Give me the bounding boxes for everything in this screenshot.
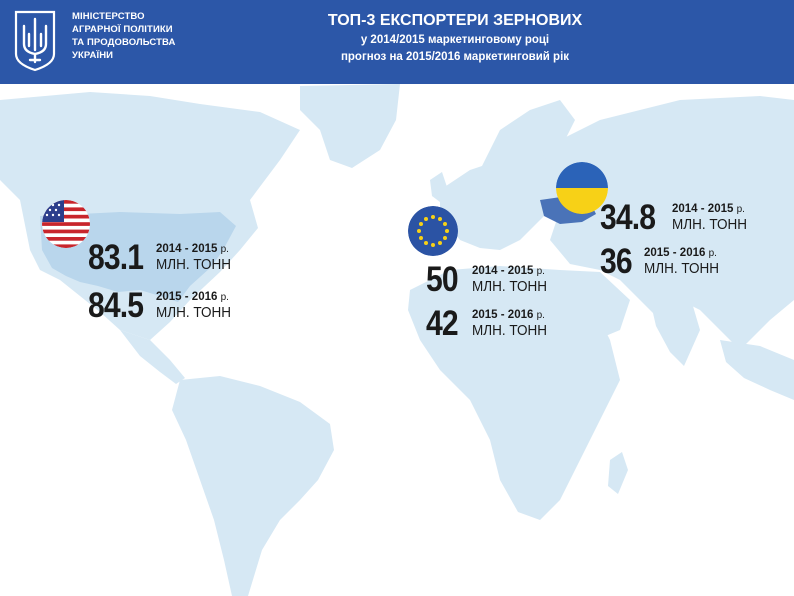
subtitle-1: у 2014/2015 маркетинговому році xyxy=(360,34,550,46)
scandinavia-shape xyxy=(480,100,575,175)
ukraine-stat-2015: 36 2015 - 2016 р. МЛН. ТОНН xyxy=(600,244,727,280)
unit-label: МЛН. ТОНН xyxy=(644,260,719,277)
india-shape xyxy=(650,296,700,366)
unit-label: МЛН. ТОНН xyxy=(472,322,547,339)
export-label: 2015 - 2016 р. МЛН. ТОНН xyxy=(472,309,555,339)
ukraine-coat-of-arms-icon xyxy=(14,10,56,72)
period-text: 2014 - 2015 xyxy=(156,243,218,255)
asia-shape xyxy=(540,96,794,350)
export-value: 83.1 xyxy=(88,238,144,277)
ministry-line: ТА ПРОДОВОЛЬСТВА xyxy=(72,37,176,48)
period-label: 2014 - 2015 р. xyxy=(672,203,755,216)
unit-label: МЛН. ТОНН xyxy=(156,256,231,273)
period-suffix: р. xyxy=(708,248,717,259)
southeast-asia-shape xyxy=(720,340,794,400)
title-block: ТОП-3 ЕКСПОРТЕРИ ЗЕРНОВИХ у 2014/2015 ма… xyxy=(300,10,610,66)
header-bar: МІНІСТЕРСТВО АГРАРНОЇ ПОЛІТИКИ ТА ПРОДОВ… xyxy=(0,0,794,84)
south-america-shape xyxy=(172,376,334,596)
export-value: 50 xyxy=(426,260,459,299)
usa-stat-2014: 83.1 2014 - 2015 р. МЛН. ТОНН xyxy=(88,240,239,276)
africa-shape xyxy=(408,266,620,520)
madagascar-shape xyxy=(608,452,628,494)
uk-shape xyxy=(430,172,448,202)
period-text: 2015 - 2016 xyxy=(472,309,534,321)
subtitle-2: прогноз на 2015/2016 маркетинговий рік xyxy=(340,51,570,63)
export-label: 2015 - 2016 р. МЛН. ТОНН xyxy=(156,291,239,321)
export-label: 2015 - 2016 р. МЛН. ТОНН xyxy=(644,247,727,277)
export-label: 2014 - 2015 р. МЛН. ТОНН xyxy=(156,243,239,273)
period-label: 2015 - 2016 р. xyxy=(472,309,555,322)
export-value: 34.8 xyxy=(600,198,656,237)
export-value: 42 xyxy=(426,304,459,343)
us-flag-icon xyxy=(42,200,90,248)
period-label: 2014 - 2015 р. xyxy=(472,265,555,278)
period-text: 2015 - 2016 xyxy=(156,291,218,303)
ministry-line: УКРАЇНИ xyxy=(72,50,114,61)
period-suffix: р. xyxy=(220,292,229,303)
export-value: 84.5 xyxy=(88,286,144,325)
period-label: 2015 - 2016 р. xyxy=(644,247,727,260)
eu-stat-2014: 50 2014 - 2015 р. МЛН. ТОНН xyxy=(426,262,555,298)
export-value: 36 xyxy=(600,242,633,281)
world-map: 83.1 2014 - 2015 р. МЛН. ТОНН 84.5 2015 … xyxy=(0,84,794,596)
page-title: ТОП-3 ЕКСПОРТЕРИ ЗЕРНОВИХ xyxy=(327,12,583,29)
arabia-shape xyxy=(560,270,630,340)
greenland-shape xyxy=(300,84,400,168)
ukraine-stat-2014: 34.8 2014 - 2015 р. МЛН. ТОНН xyxy=(600,200,755,236)
unit-label: МЛН. ТОНН xyxy=(672,216,747,233)
period-text: 2014 - 2015 xyxy=(472,265,534,277)
period-suffix: р. xyxy=(220,244,229,255)
period-suffix: р. xyxy=(536,310,545,321)
europe-shape xyxy=(440,150,560,250)
ministry-line: АГРАРНОЇ ПОЛІТИКИ xyxy=(72,24,173,35)
eu-stat-2015: 42 2015 - 2016 р. МЛН. ТОНН xyxy=(426,306,555,342)
period-label: 2014 - 2015 р. xyxy=(156,243,239,256)
unit-label: МЛН. ТОНН xyxy=(156,304,231,321)
period-label: 2015 - 2016 р. xyxy=(156,291,239,304)
usa-stat-2015: 84.5 2015 - 2016 р. МЛН. ТОНН xyxy=(88,288,239,324)
central-america-shape xyxy=(120,330,185,384)
eu-flag-icon xyxy=(408,206,458,256)
period-text: 2015 - 2016 xyxy=(644,247,706,259)
period-text: 2014 - 2015 xyxy=(672,203,734,215)
export-label: 2014 - 2015 р. МЛН. ТОНН xyxy=(672,203,755,233)
usa-shape xyxy=(40,212,236,302)
period-suffix: р. xyxy=(736,204,745,215)
export-label: 2014 - 2015 р. МЛН. ТОНН xyxy=(472,265,555,295)
world-map-shapes xyxy=(0,84,794,596)
ministry-name: МІНІСТЕРСТВО АГРАРНОЇ ПОЛІТИКИ ТА ПРОДОВ… xyxy=(72,10,175,62)
unit-label: МЛН. ТОНН xyxy=(472,278,547,295)
ministry-line: МІНІСТЕРСТВО xyxy=(72,11,145,22)
period-suffix: р. xyxy=(536,266,545,277)
